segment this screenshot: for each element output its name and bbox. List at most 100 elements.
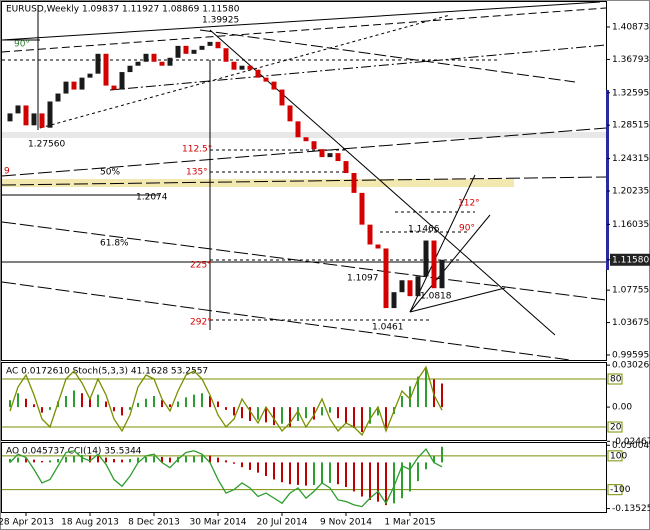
trendline: [409, 214, 491, 313]
candle-body: [263, 77, 269, 82]
zone: [2, 132, 606, 138]
y-tick-label: 1.40873: [612, 23, 649, 33]
candle-body: [159, 61, 165, 66]
y-tick-label: 1.28515: [612, 121, 649, 131]
candle-body: [79, 77, 85, 90]
candle-body: [15, 105, 21, 114]
y-tick-label: 1.24315: [612, 154, 649, 164]
candle-body: [247, 65, 253, 70]
candle-body: [287, 105, 293, 122]
y-tick-label: 1.36793: [612, 55, 649, 65]
level-box: [607, 421, 623, 433]
chart-title: EURUSD,Weekly 1.09837 1.11927 1.08869 1.…: [6, 5, 240, 15]
ao-panel: [1, 442, 607, 513]
y-tick-label: 0.050045: [612, 441, 650, 451]
candle-body: [223, 48, 229, 62]
trendline: [109, 44, 607, 91]
candle-body: [383, 248, 389, 309]
candle-body: [23, 105, 29, 126]
y-tick-label: 1.16035: [612, 220, 649, 230]
annotation: 90°: [459, 224, 475, 234]
indicator: [2, 446, 606, 508]
trendline: [199, 29, 576, 83]
ac-panel: [1, 362, 607, 441]
candle-body: [47, 101, 53, 128]
candle-body: [311, 141, 317, 150]
candle-body: [271, 81, 277, 90]
candle-body: [303, 137, 309, 142]
candle-body: [135, 61, 141, 66]
candle-body: [255, 69, 261, 78]
annotation: 90°: [14, 40, 30, 50]
x-tick-label: 8 Dec 2013: [128, 518, 180, 528]
candle-body: [439, 259, 445, 289]
candle-body: [351, 172, 357, 193]
candle-body: [7, 113, 13, 122]
annotation: 1.1097: [347, 274, 379, 284]
candles: [7, 41, 445, 309]
y-tick-label: 1.32595: [612, 88, 649, 98]
y2-tick-label: 20: [610, 423, 622, 433]
annotation: 9: [4, 167, 10, 177]
candle-body: [31, 113, 37, 126]
trendline: [409, 174, 476, 313]
trendline: [1, 7, 607, 53]
x-tick-label: 20 Jul 2014: [257, 518, 308, 528]
candle-body: [359, 192, 365, 225]
trendline: [1, 176, 607, 186]
level-box: [607, 484, 623, 496]
candle-body: [319, 149, 325, 158]
candle-body: [167, 57, 173, 66]
annotation: 1.0818: [420, 292, 452, 302]
candle-body: [431, 240, 437, 289]
candle-body: [111, 85, 117, 90]
y-tick-label: 1.07755: [612, 286, 649, 296]
candle-body: [391, 292, 397, 309]
candle-body: [327, 153, 333, 158]
candle-body: [183, 45, 189, 54]
candle-body: [207, 41, 213, 46]
annotation: 112.5°: [182, 145, 212, 155]
annotation: 1.1466: [408, 225, 440, 235]
scroll-marker: [606, 90, 609, 270]
y-tick-label: 1.20235: [612, 186, 649, 196]
annotation: 225°: [190, 261, 212, 271]
candle-body: [103, 53, 109, 86]
indicator-title: AC 0.0172610 Stoch(5,3,3) 41.1628 53.255…: [6, 367, 208, 377]
indicator-line: [9, 365, 443, 437]
candle-body: [127, 65, 133, 73]
candle-body: [407, 280, 413, 297]
y2-tick-label: 80: [610, 375, 622, 385]
annotation: 135°: [186, 168, 208, 178]
candle-body: [63, 81, 69, 94]
trendline: [1, 281, 571, 361]
candle-body: [119, 72, 125, 90]
candle-body: [191, 49, 197, 54]
candle-body: [143, 53, 149, 62]
zone: [2, 179, 514, 187]
candle-body: [231, 61, 237, 70]
candle-body: [151, 53, 157, 62]
level-box: [607, 450, 623, 462]
annotation: 1.0461: [372, 323, 404, 333]
y-tick-label: 0.00: [612, 403, 632, 413]
candle-body: [375, 244, 381, 249]
x-tick-label: 18 Aug 2013: [61, 518, 119, 528]
candle-body: [175, 45, 181, 58]
drawings: [1, 1, 607, 361]
annotation: 1.27560: [28, 140, 65, 150]
candle-body: [39, 113, 45, 128]
trendline: [1, 1, 601, 41]
x-tick-label: 9 Nov 2014: [320, 518, 372, 528]
annotation: 50%: [100, 168, 120, 178]
candle-body: [423, 240, 429, 277]
indicator: [2, 365, 606, 437]
candle-body: [95, 53, 101, 74]
candle-body: [399, 280, 405, 293]
candle-body: [199, 45, 205, 50]
x-tick-label: 1 Mar 2015: [384, 518, 435, 528]
indicator-line: [9, 448, 443, 508]
